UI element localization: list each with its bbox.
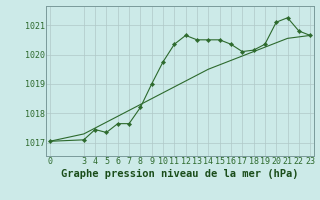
X-axis label: Graphe pression niveau de la mer (hPa): Graphe pression niveau de la mer (hPa) [61, 169, 299, 179]
